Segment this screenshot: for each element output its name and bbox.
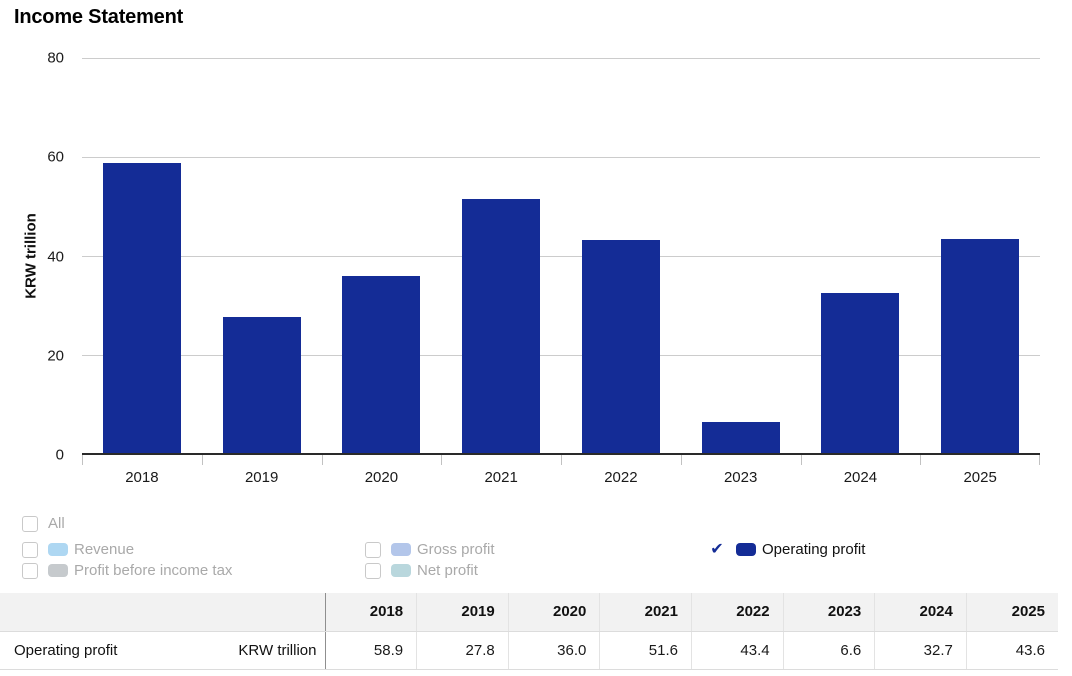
table-cell-2022: 43.4: [691, 631, 784, 670]
bar-2022[interactable]: [581, 239, 660, 455]
table-header-2019: 2019: [416, 593, 509, 632]
legend-item-all[interactable]: All: [22, 515, 65, 532]
x-axis-tick: [561, 455, 562, 465]
row-label: Operating profit: [0, 631, 175, 670]
data-table: 2018 2019 2020 2021 2022 2023 2024 2025 Operatin…: [0, 593, 1058, 670]
table-header-2023: 2023: [782, 593, 875, 632]
table-cell-2025: 43.6: [965, 631, 1058, 670]
bar-2018[interactable]: [102, 162, 181, 455]
checkbox-net-profit[interactable]: [365, 562, 381, 579]
x-tick-label-2022: 2022: [604, 469, 638, 486]
table-cell-2018: 58.9: [324, 631, 417, 670]
checkbox-profit-before-income-tax[interactable]: [22, 562, 38, 579]
x-tick-label-2021: 2021: [484, 469, 518, 486]
x-tick-label-2023: 2023: [723, 469, 758, 486]
x-axis-tick: [82, 455, 83, 465]
table-cell-2021: 51.6: [599, 631, 692, 670]
x-axis-tick: [920, 455, 922, 465]
bar-2024[interactable]: [821, 292, 900, 455]
legend-label-operating-profit: Operating profit: [762, 541, 866, 558]
table-cell-2024: 32.7: [874, 631, 967, 670]
y-tick-label-0: 0: [55, 446, 64, 464]
table-header-2020: 2020: [507, 593, 600, 632]
bar-chart-plot-area: [82, 57, 1040, 465]
bar-2025[interactable]: [941, 238, 1020, 455]
gridline-20: [82, 355, 1040, 357]
legend-item-profit-before-income-tax[interactable]: Profit before income tax: [22, 562, 232, 579]
checkbox-revenue[interactable]: [22, 541, 38, 558]
y-axis: 0 20 40 60 80: [0, 50, 64, 464]
swatch-gross-profit: [391, 543, 411, 556]
check-icon[interactable]: ✔: [710, 541, 724, 558]
row-unit: KRW trillion: [175, 631, 325, 670]
x-axis-tick: [680, 455, 682, 465]
bar-2023[interactable]: [701, 422, 780, 455]
gridline-80: [82, 57, 1040, 59]
swatch-net-profit: [391, 564, 411, 577]
x-axis-tick: [800, 455, 802, 465]
checkbox-all[interactable]: [22, 515, 38, 532]
y-tick-label-80: 80: [47, 49, 64, 67]
table-cell-2019: 27.8: [416, 631, 509, 670]
table-header-2022: 2022: [691, 593, 784, 632]
legend-item-revenue[interactable]: Revenue: [22, 541, 134, 558]
swatch-profit-before-income-tax: [48, 564, 68, 577]
x-axis-line: [82, 453, 1040, 455]
gridline-40: [82, 256, 1040, 257]
x-tick-label-2025: 2025: [963, 469, 997, 486]
bar-2019[interactable]: [222, 317, 301, 455]
x-tick-label-2024: 2024: [843, 469, 878, 486]
x-tick-label-2018: 2018: [125, 469, 159, 486]
legend-label-profit-before-income-tax: Profit before income tax: [74, 562, 233, 579]
table-header-2024: 2024: [874, 593, 967, 632]
gridline-60: [82, 156, 1040, 158]
legend-item-net-profit[interactable]: Net profit: [365, 562, 478, 579]
legend-item-gross-profit[interactable]: Gross profit: [365, 541, 495, 558]
header-unit-col: [175, 593, 325, 632]
y-tick-label-60: 60: [47, 148, 64, 166]
checkbox-gross-profit[interactable]: [365, 541, 381, 558]
x-axis-tick: [1039, 455, 1040, 465]
x-axis: 2018 2019 2020 2021 2022 2023 2024 2025: [82, 469, 1040, 489]
legend-label-revenue: Revenue: [74, 541, 135, 558]
page-title: Income Statement: [14, 6, 184, 28]
table-header-2025: 2025: [965, 593, 1058, 632]
swatch-revenue: [48, 543, 68, 556]
table-row-operating-profit: Operating profit KRW trillion 58.9 27.8 36.0…: [0, 631, 1058, 670]
swatch-operating-profit: [736, 543, 756, 556]
table-header-row: 2018 2019 2020 2021 2022 2023 2024 2025: [0, 593, 1058, 632]
legend-label-gross-profit: Gross profit: [417, 541, 495, 558]
y-tick-label-40: 40: [47, 248, 64, 265]
header-label-col: [0, 593, 175, 632]
table-cell-2020: 36.0: [507, 631, 600, 670]
x-axis-tick: [441, 455, 443, 465]
x-axis-tick: [321, 455, 323, 465]
legend-item-operating-profit[interactable]: ✔ Operating profit: [708, 541, 865, 558]
legend-label-all: All: [48, 515, 65, 532]
bar-2020[interactable]: [342, 276, 421, 455]
x-tick-label-2020: 2020: [364, 469, 399, 486]
bar-2021[interactable]: [462, 198, 541, 455]
table-header-2021: 2021: [599, 593, 692, 632]
x-tick-label-2019: 2019: [244, 469, 279, 486]
table-cell-2023: 6.6: [782, 631, 875, 670]
x-axis-tick: [201, 455, 203, 465]
y-tick-label-20: 20: [47, 347, 64, 365]
legend-label-net-profit: Net profit: [417, 562, 478, 579]
table-header-2018: 2018: [324, 593, 417, 632]
